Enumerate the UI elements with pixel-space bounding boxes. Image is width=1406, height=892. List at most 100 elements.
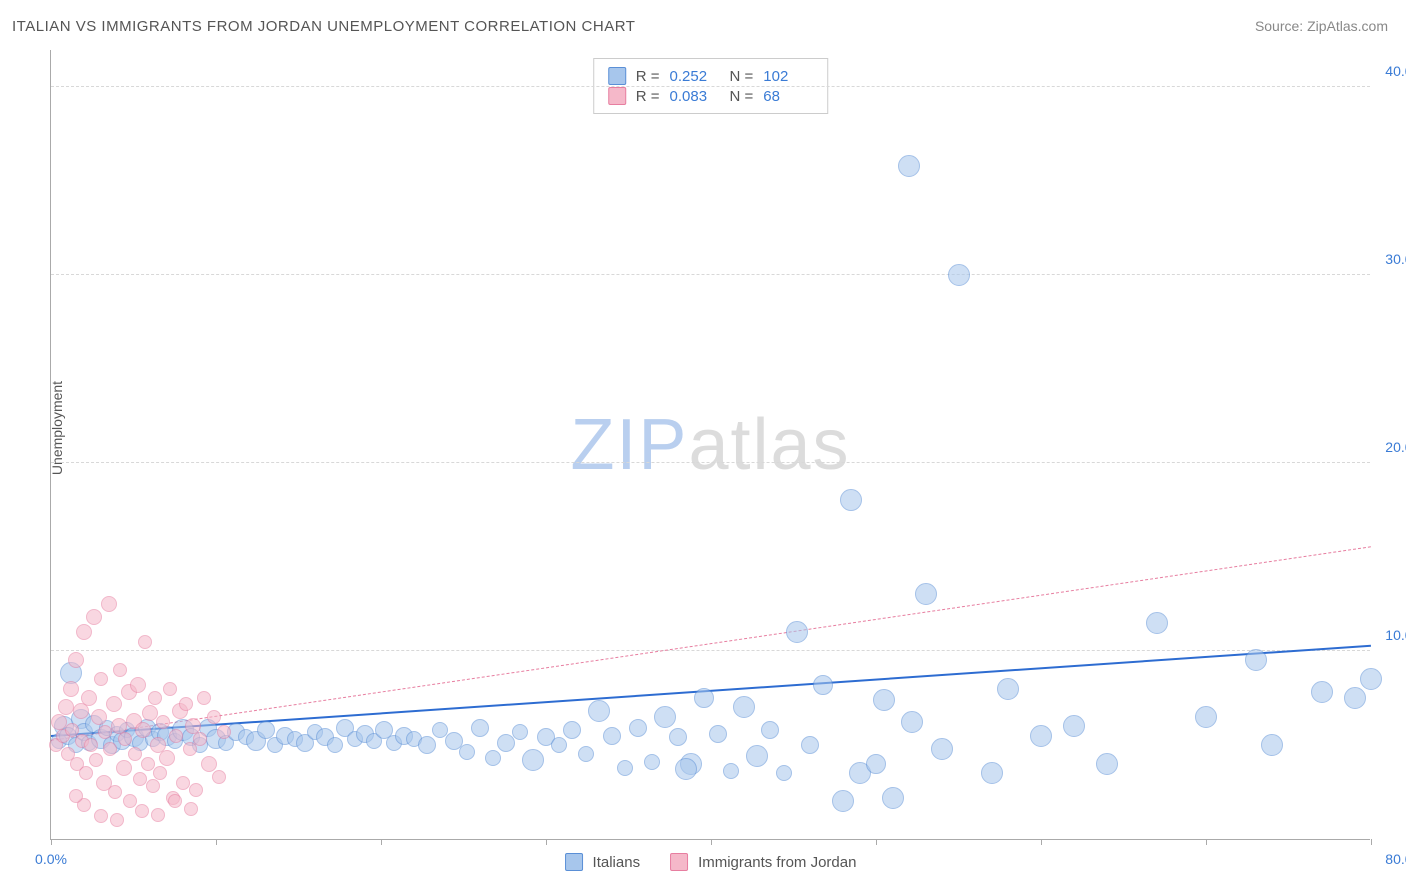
data-point: [184, 802, 198, 816]
data-point: [142, 705, 158, 721]
x-tick: [546, 839, 547, 845]
y-tick-label: 30.0%: [1385, 251, 1406, 267]
x-tick: [51, 839, 52, 845]
legend-r-value: 0.083: [670, 88, 720, 105]
x-tick: [1371, 839, 1372, 845]
data-point: [578, 746, 594, 762]
data-point: [69, 789, 83, 803]
data-point: [168, 794, 182, 808]
source-link[interactable]: ZipAtlas.com: [1307, 18, 1388, 34]
data-point: [709, 725, 727, 743]
data-point: [654, 706, 676, 728]
data-point: [159, 750, 175, 766]
x-tick-label: 0.0%: [35, 851, 67, 867]
data-point: [901, 711, 923, 733]
data-point: [813, 675, 833, 695]
data-point: [882, 787, 904, 809]
data-point: [981, 762, 1003, 784]
data-point: [89, 753, 103, 767]
data-point: [588, 700, 610, 722]
data-point: [197, 691, 211, 705]
data-point: [189, 783, 203, 797]
watermark-part2: atlas: [688, 405, 850, 485]
data-point: [551, 737, 567, 753]
data-point: [130, 677, 146, 693]
data-point: [79, 766, 93, 780]
data-point: [801, 736, 819, 754]
data-point: [733, 696, 755, 718]
data-point: [68, 652, 84, 668]
data-point: [522, 749, 544, 771]
data-point: [644, 754, 660, 770]
x-tick: [711, 839, 712, 845]
watermark: ZIPatlas: [570, 404, 850, 486]
source-attribution: Source: ZipAtlas.com: [1255, 18, 1388, 34]
y-tick-label: 10.0%: [1385, 627, 1406, 643]
data-point: [761, 721, 779, 739]
legend-stats-row: R = 0.252 N = 102: [608, 67, 814, 85]
x-tick: [216, 839, 217, 845]
gridline: [51, 86, 1370, 87]
data-point: [257, 721, 275, 739]
data-point: [91, 709, 107, 725]
data-point: [1096, 753, 1118, 775]
legend-n-label: N =: [730, 68, 754, 85]
data-point: [176, 776, 190, 790]
data-point: [669, 728, 687, 746]
legend-r-value: 0.252: [670, 68, 720, 85]
legend-n-label: N =: [730, 88, 754, 105]
legend-swatch-jordan: [608, 87, 626, 105]
gridline: [51, 274, 1370, 275]
legend-swatch-italians: [565, 853, 583, 871]
data-point: [135, 722, 151, 738]
data-point: [1360, 668, 1382, 690]
data-point: [1195, 706, 1217, 728]
data-point: [327, 737, 343, 753]
data-point: [832, 790, 854, 812]
legend-r-label: R =: [636, 88, 660, 105]
data-point: [146, 779, 160, 793]
data-point: [133, 772, 147, 786]
data-point: [512, 724, 528, 740]
data-point: [153, 766, 167, 780]
legend-swatch-italians: [608, 67, 626, 85]
gridline: [51, 462, 1370, 463]
data-point: [94, 672, 108, 686]
y-tick-label: 20.0%: [1385, 439, 1406, 455]
chart-title: ITALIAN VS IMMIGRANTS FROM JORDAN UNEMPL…: [12, 18, 635, 35]
x-tick: [1041, 839, 1042, 845]
data-point: [915, 583, 937, 605]
data-point: [1261, 734, 1283, 756]
data-point: [617, 760, 633, 776]
data-point: [1146, 612, 1168, 634]
data-point: [156, 715, 170, 729]
legend-r-label: R =: [636, 68, 660, 85]
legend-series-label: Italians: [593, 854, 641, 871]
data-point: [118, 732, 132, 746]
data-point: [193, 732, 207, 746]
data-point: [101, 596, 117, 612]
data-point: [866, 754, 886, 774]
data-point: [1063, 715, 1085, 737]
data-point: [873, 689, 895, 711]
data-point: [106, 696, 122, 712]
data-point: [201, 756, 217, 772]
data-point: [723, 763, 739, 779]
data-point: [128, 747, 142, 761]
data-point: [103, 742, 117, 756]
data-point: [997, 678, 1019, 700]
data-point: [148, 691, 162, 705]
data-point: [179, 697, 193, 711]
scatter-plot-area: ZIPatlas R = 0.252 N = 102 R = 0.083 N =…: [50, 50, 1370, 840]
data-point: [94, 809, 108, 823]
legend-stats-row: R = 0.083 N = 68: [608, 87, 814, 105]
legend-series-label: Immigrants from Jordan: [698, 854, 856, 871]
y-tick-label: 40.0%: [1385, 63, 1406, 79]
data-point: [629, 719, 647, 737]
gridline: [51, 650, 1370, 651]
data-point: [485, 750, 501, 766]
source-label: Source:: [1255, 18, 1307, 34]
data-point: [898, 155, 920, 177]
data-point: [169, 729, 183, 743]
data-point: [948, 264, 970, 286]
